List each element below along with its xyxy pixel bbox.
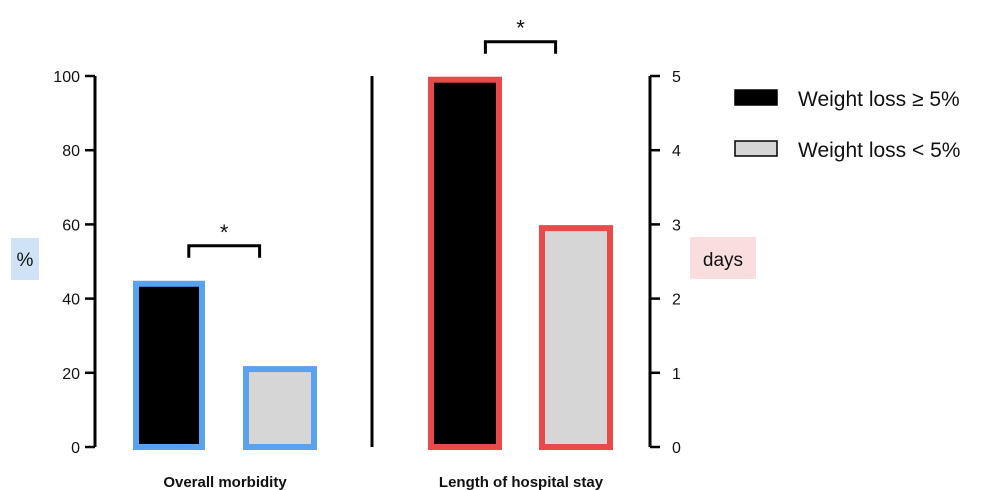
svg-text:days: days [703, 250, 743, 271]
tick-label: 60 [62, 217, 80, 234]
bar [539, 225, 613, 450]
svg-text:%: % [17, 250, 34, 271]
legend-item-weight-loss-high: Weight loss ≥ 5% [734, 88, 960, 111]
legend: Weight loss ≥ 5% Weight loss < 5% [734, 88, 960, 162]
significance-brackets: ** [187, 16, 558, 258]
right-axis-ticks: 0 1 2 3 4 5 [650, 69, 681, 457]
significance-star: * [516, 16, 525, 41]
bars [133, 76, 613, 451]
category-label-overall-morbidity: Overall morbidity [163, 474, 287, 490]
bar [243, 366, 317, 450]
right-unit-label: days [690, 237, 756, 279]
tick-label: 40 [62, 292, 80, 309]
svg-text:Weight loss ≥ 5%: Weight loss ≥ 5% [798, 88, 960, 111]
significance-bracket [187, 244, 262, 258]
category-label-length-of-stay: Length of hospital stay [439, 474, 604, 490]
tick-label: 80 [62, 143, 80, 160]
tick-label: 2 [672, 292, 681, 309]
tick-label: 20 [62, 366, 80, 383]
significance-star: * [220, 220, 229, 245]
svg-text:Weight loss < 5%: Weight loss < 5% [798, 139, 960, 162]
left-unit-label: % [11, 238, 39, 280]
bar [133, 280, 205, 451]
tick-label: 100 [53, 69, 80, 86]
legend-item-weight-loss-low: Weight loss < 5% [734, 139, 960, 162]
significance-bracket [483, 40, 558, 54]
tick-label: 3 [672, 217, 681, 234]
tick-label: 4 [672, 143, 681, 160]
left-axis-ticks: 0 20 40 60 80 100 [53, 69, 95, 457]
tick-label: 0 [71, 440, 80, 457]
tick-label: 5 [672, 69, 681, 86]
tick-label: 0 [672, 440, 681, 457]
bar [428, 76, 502, 451]
tick-label: 1 [672, 366, 681, 383]
